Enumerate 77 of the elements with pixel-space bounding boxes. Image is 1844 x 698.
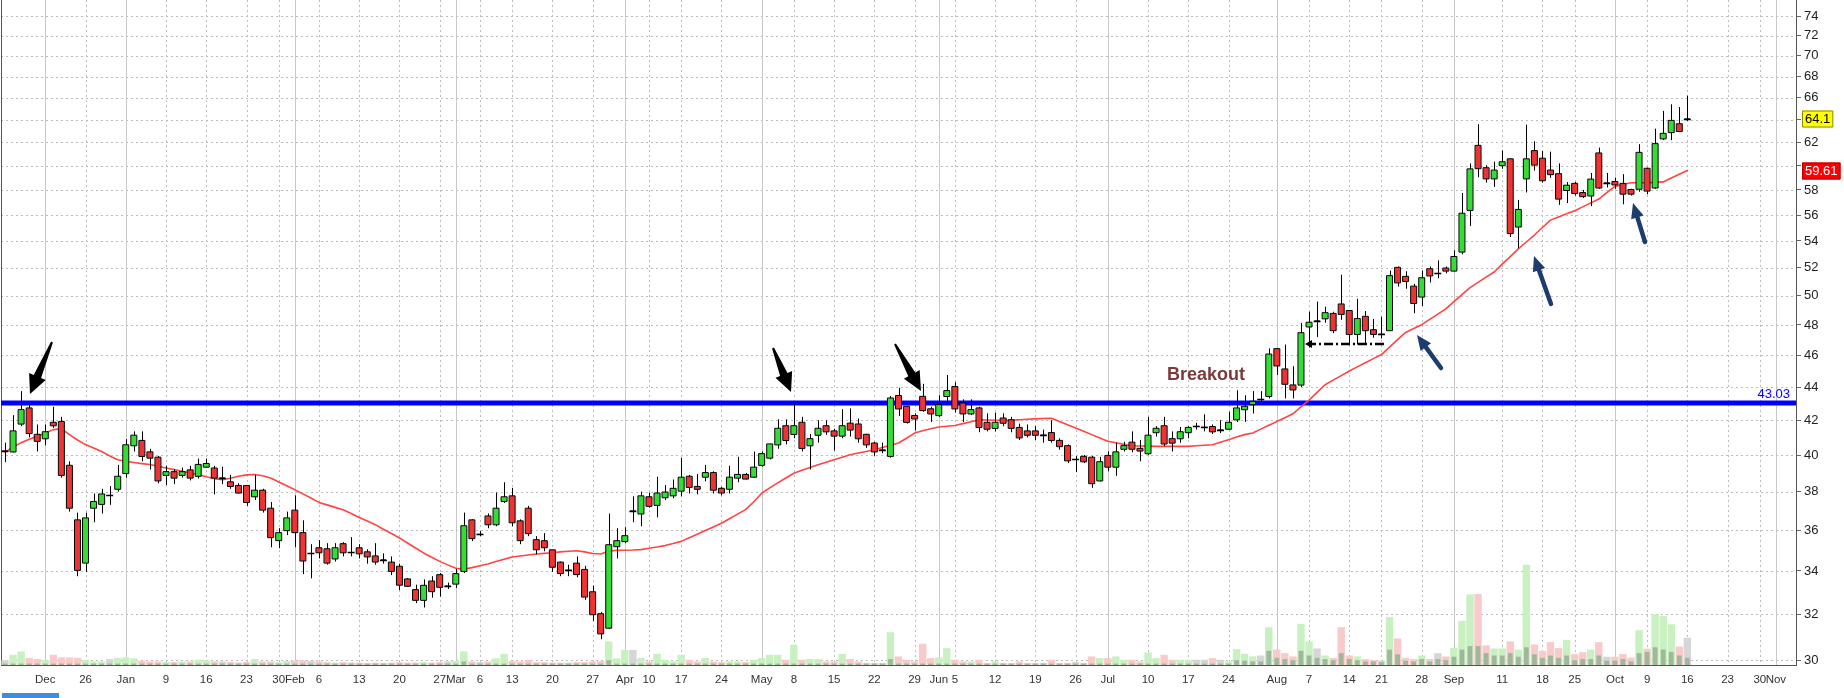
x-tick-label: 11 [1496,673,1509,686]
x-tick-label: 27 [433,673,447,686]
candlestick [1312,301,1322,338]
x-tick-label: 27 [586,673,600,686]
y-tick-label: 54 [1804,232,1819,248]
y-tick-label: 66 [1804,89,1819,105]
text: 64.1 [1805,111,1831,127]
text: 59.61 [1805,163,1838,179]
x-tick-label: 30 [1753,673,1767,686]
x-tick-label: 12 [988,673,1002,686]
x-tick-label: 24 [715,673,729,686]
x-tick-label: 10 [1141,673,1155,686]
y-tick-label: 32 [1804,605,1819,621]
x-tick-label: 17 [1181,673,1195,686]
x-tick-label: 28 [1415,673,1429,686]
ref-line-label: 43.03 [1757,385,1790,401]
x-tick-label: 20 [393,673,406,686]
x-tick-label: Feb [284,673,305,686]
x-tick-label: 16 [1680,673,1694,686]
x-tick-label: 15 [827,673,841,686]
x-tick-label: Jun [929,673,949,686]
y-tick-label: 56 [1804,206,1819,222]
x-tick-label: 22 [867,673,881,686]
x-tick-label: 19 [1028,673,1042,686]
y-tick-label: 48 [1804,316,1819,332]
x-tick-label: 17 [674,673,688,686]
y-tick-label: 36 [1804,521,1819,537]
x-tick-label: 13 [352,673,366,686]
y-tick-label: 50 [1804,287,1819,303]
x-tick-label: 26 [1069,673,1082,686]
x-tick-label: Aug [1266,673,1288,686]
x-tick-label: Dec [35,673,56,686]
x-tick-label: May [750,673,773,686]
y-tick-label: 30 [1804,651,1819,667]
y-tick-label: 46 [1804,346,1819,362]
x-tick-label: 5 [951,673,959,686]
y-tick-label: 74 [1804,7,1819,23]
x-tick-label: 8 [790,673,798,686]
x-tick-label: Sep [1443,673,1465,686]
x-tick-label: 23 [1721,673,1734,686]
x-tick-label: 23 [240,673,253,686]
x-tick-label: 10 [642,673,656,686]
x-tick-label: 24 [1222,673,1236,686]
y-tick-label: 38 [1804,483,1819,499]
x-tick-label: 16 [199,673,213,686]
y-tick-label: 44 [1804,378,1819,394]
x-tick-label: 7 [1305,673,1313,686]
x-tick-label: 6 [315,673,323,686]
x-tick-label: Oct [1605,673,1625,686]
x-tick-label: 13 [505,673,519,686]
x-tick-label: 29 [908,673,921,686]
x-tick-label: 21 [1375,673,1388,686]
x-tick-label: 20 [545,673,559,686]
x-tick-label: 14 [1342,673,1357,686]
annotation: Breakout [1166,363,1246,384]
x-tick-label: Mar [445,673,466,686]
x-tick-label: Nov [1765,673,1787,686]
x-tick-label: 18 [1536,673,1549,686]
y-tick-label: 34 [1804,562,1819,578]
y-tick-label: 58 [1804,181,1819,197]
x-tick-label: Jan [116,673,136,686]
x-tick-label: 30 [272,673,286,686]
y-tick-label: 62 [1804,133,1819,149]
y-tick-label: 70 [1804,47,1819,63]
x-tick-label: Jul [1100,673,1116,686]
x-tick-label: 6 [476,673,484,686]
x-tick-label: 25 [1568,673,1582,686]
candlestick [1683,95,1692,122]
y-tick-label: 42 [1804,411,1819,427]
y-tick-label: 68 [1804,68,1819,84]
x-tick-label: 26 [79,673,92,686]
x-tick-label: Apr [615,673,634,686]
y-tick-label: 40 [1804,446,1819,462]
y-tick-label: 72 [1804,27,1819,43]
x-tick-label: 9 [1643,673,1651,686]
y-tick-label: 52 [1804,259,1819,275]
x-tick-label: 9 [162,673,170,686]
